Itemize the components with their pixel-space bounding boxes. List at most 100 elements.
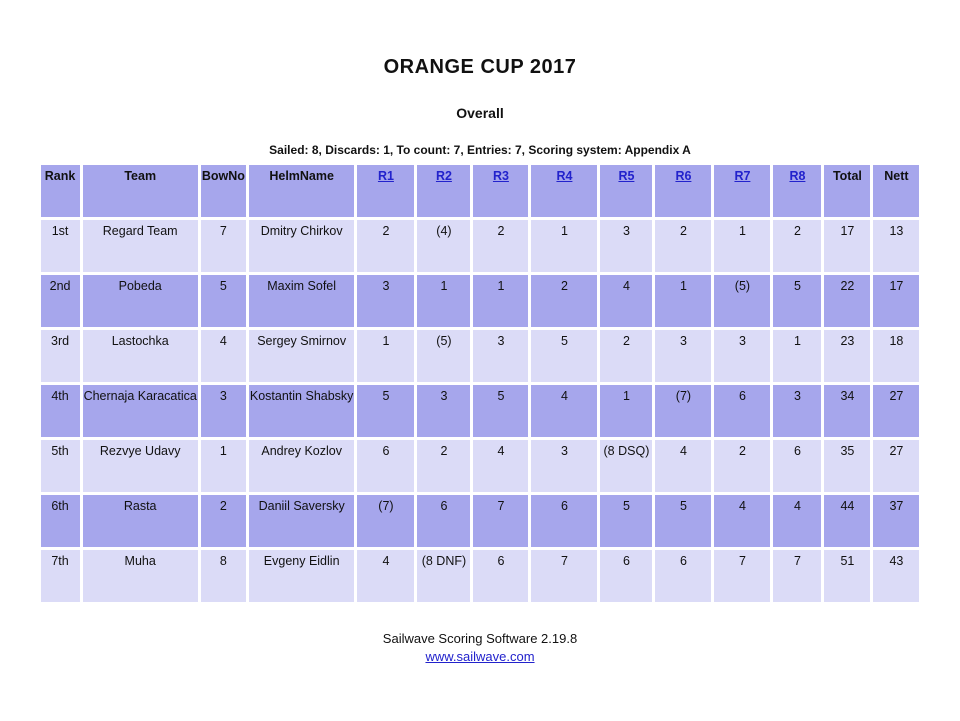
- cell-r7: 2: [714, 440, 771, 492]
- cell-team: Rezvye Udavy: [82, 440, 198, 492]
- race-column-link-r4[interactable]: R4: [556, 169, 573, 183]
- cell-r4: 3: [531, 440, 598, 492]
- cell-bowno: 5: [200, 275, 246, 327]
- cell-nett: 43: [873, 550, 920, 602]
- cell-total: 34: [824, 385, 871, 437]
- cell-rank: 3rd: [40, 330, 80, 382]
- cell-r3: 2: [473, 220, 529, 272]
- cell-r4: 2: [531, 275, 598, 327]
- cell-bowno: 4: [200, 330, 246, 382]
- cell-r4: 5: [531, 330, 598, 382]
- column-header-r5: R5: [600, 165, 653, 217]
- cell-r6: 2: [655, 220, 712, 272]
- cell-r2: (8 DNF): [417, 550, 471, 602]
- cell-helmname: Dmitry Chirkov: [248, 220, 355, 272]
- cell-r6: 4: [655, 440, 712, 492]
- cell-r8: 7: [773, 550, 822, 602]
- cell-nett: 17: [873, 275, 920, 327]
- cell-r7: 1: [714, 220, 771, 272]
- column-header-nett: Nett: [873, 165, 920, 217]
- cell-r7: (5): [714, 275, 771, 327]
- column-header-r1: R1: [357, 165, 415, 217]
- cell-total: 23: [824, 330, 871, 382]
- column-header-r2: R2: [417, 165, 471, 217]
- cell-nett: 27: [873, 385, 920, 437]
- cell-team: Rasta: [82, 495, 198, 547]
- table-row: 2nd Pobeda 5 Maxim Sofel 3 1 1 2 4 1 (5) 5 22 17: [40, 275, 920, 327]
- cell-r1: 4: [357, 550, 415, 602]
- table-header-row: Rank Team BowNo HelmName R1 R2 R3 R4 R5 R6 R7 R8 Tot…: [40, 165, 920, 217]
- cell-nett: 27: [873, 440, 920, 492]
- column-header-r4: R4: [531, 165, 598, 217]
- page-title: ORANGE CUP 2017: [383, 56, 577, 78]
- cell-r5: 6: [600, 550, 653, 602]
- race-column-link-r1[interactable]: R1: [377, 169, 394, 183]
- cell-total: 51: [824, 550, 871, 602]
- sailwave-website-link[interactable]: www.sailwave.com: [425, 649, 535, 664]
- column-header-total: Total: [824, 165, 871, 217]
- cell-r3: 5: [473, 385, 529, 437]
- race-column-link-r3[interactable]: R3: [492, 169, 509, 183]
- cell-r1: (7): [357, 495, 415, 547]
- table-row: 3rd Lastochka 4 Sergey Smirnov 1 (5) 3 5 2 3 3 1 23 1…: [40, 330, 920, 382]
- cell-helmname: Sergey Smirnov: [248, 330, 355, 382]
- column-header-r7: R7: [714, 165, 771, 217]
- cell-r3: 7: [473, 495, 529, 547]
- cell-bowno: 3: [200, 385, 246, 437]
- cell-team: Regard Team: [82, 220, 198, 272]
- cell-r3: 3: [473, 330, 529, 382]
- column-header-bowno: BowNo: [200, 165, 246, 217]
- cell-r5: 3: [600, 220, 653, 272]
- cell-r4: 6: [531, 495, 598, 547]
- cell-rank: 1st: [40, 220, 80, 272]
- table-row: 6th Rasta 2 Daniil Saversky (7) 6 7 6 5 5 4 4 44 37: [40, 495, 920, 547]
- cell-team: Lastochka: [82, 330, 198, 382]
- cell-r6: 3: [655, 330, 712, 382]
- cell-r5: 1: [600, 385, 653, 437]
- cell-team: Chernaja Karacatica: [82, 385, 198, 437]
- cell-r7: 3: [714, 330, 771, 382]
- cell-r8: 2: [773, 220, 822, 272]
- cell-rank: 4th: [40, 385, 80, 437]
- cell-r2: 1: [417, 275, 471, 327]
- table-row: 5th Rezvye Udavy 1 Andrey Kozlov 6 2 4 3 (8 DSQ)…: [40, 440, 920, 492]
- cell-bowno: 7: [200, 220, 246, 272]
- cell-r8: 4: [773, 495, 822, 547]
- cell-r8: 5: [773, 275, 822, 327]
- cell-bowno: 8: [200, 550, 246, 602]
- table-row: 1st Regard Team 7 Dmitry Chirkov 2 (4) 2 1 3 2 1 2 1…: [40, 220, 920, 272]
- software-credit: Sailwave Scoring Software 2.19.8: [382, 631, 578, 646]
- cell-r2: (5): [417, 330, 471, 382]
- cell-r6: 6: [655, 550, 712, 602]
- race-column-link-r6[interactable]: R6: [675, 169, 692, 183]
- race-column-link-r7[interactable]: R7: [734, 169, 751, 183]
- cell-helmname: Daniil Saversky: [248, 495, 355, 547]
- cell-r1: 2: [357, 220, 415, 272]
- cell-total: 22: [824, 275, 871, 327]
- race-column-link-r8[interactable]: R8: [789, 169, 806, 183]
- cell-helmname: Evgeny Eidlin: [248, 550, 355, 602]
- cell-rank: 5th: [40, 440, 80, 492]
- cell-r4: 7: [531, 550, 598, 602]
- column-header-r8: R8: [773, 165, 822, 217]
- series-summary: Sailed: 8, Discards: 1, To count: 7, Ent…: [269, 143, 691, 157]
- cell-r4: 1: [531, 220, 598, 272]
- page-footer: Sailwave Scoring Software 2.19.8 www.sai…: [0, 631, 960, 664]
- cell-r1: 6: [357, 440, 415, 492]
- cell-r5: 2: [600, 330, 653, 382]
- cell-r4: 4: [531, 385, 598, 437]
- cell-r2: 2: [417, 440, 471, 492]
- cell-r5: (8 DSQ): [600, 440, 653, 492]
- column-header-rank: Rank: [40, 165, 80, 217]
- race-column-link-r5[interactable]: R5: [618, 169, 635, 183]
- cell-nett: 37: [873, 495, 920, 547]
- cell-r8: 3: [773, 385, 822, 437]
- cell-r6: 1: [655, 275, 712, 327]
- cell-r2: 3: [417, 385, 471, 437]
- race-column-link-r2[interactable]: R2: [435, 169, 452, 183]
- cell-total: 44: [824, 495, 871, 547]
- cell-r7: 7: [714, 550, 771, 602]
- cell-team: Muha: [82, 550, 198, 602]
- table-row: 4th Chernaja Karacatica 3 Kostantin Shabsky…: [40, 385, 920, 437]
